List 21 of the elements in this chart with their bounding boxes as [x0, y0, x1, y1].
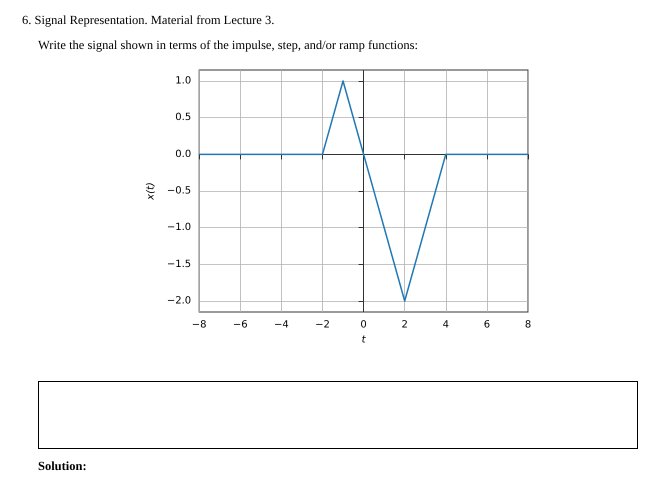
y-tick-label: −2.0	[166, 296, 192, 306]
y-tick-label: 0.5	[175, 112, 192, 124]
x-tick-label: −4	[274, 320, 289, 330]
y-axis-title: x(t)	[146, 182, 156, 201]
chart-title: 6. Signal Representation. Material from Lecture 3.	[22, 13, 274, 28]
x-tick-label: 6	[484, 320, 490, 330]
x-tick-label: −2	[315, 320, 330, 330]
x-tick-label: −6	[232, 320, 248, 330]
x-tick-label: 4	[442, 320, 449, 330]
chart-subtitle: Write the signal shown in terms of the impulse, step, and/or ramp functions:	[38, 38, 418, 53]
x-axis-title: t	[362, 334, 367, 346]
x-tick-label: 8	[524, 320, 532, 330]
y-tick-label: −1.5	[166, 258, 192, 270]
y-tick-label: 0.0	[175, 148, 192, 160]
x-tick-label: 0	[360, 320, 367, 330]
y-tick-label: −0.5	[166, 186, 192, 196]
y-tick-label: −1.0	[166, 222, 192, 234]
x-tick-label: 2	[402, 320, 408, 330]
text: Solution:	[38, 459, 87, 474]
y-tick-label: 1.0	[175, 76, 192, 86]
x-tick-label: −8	[192, 320, 207, 330]
